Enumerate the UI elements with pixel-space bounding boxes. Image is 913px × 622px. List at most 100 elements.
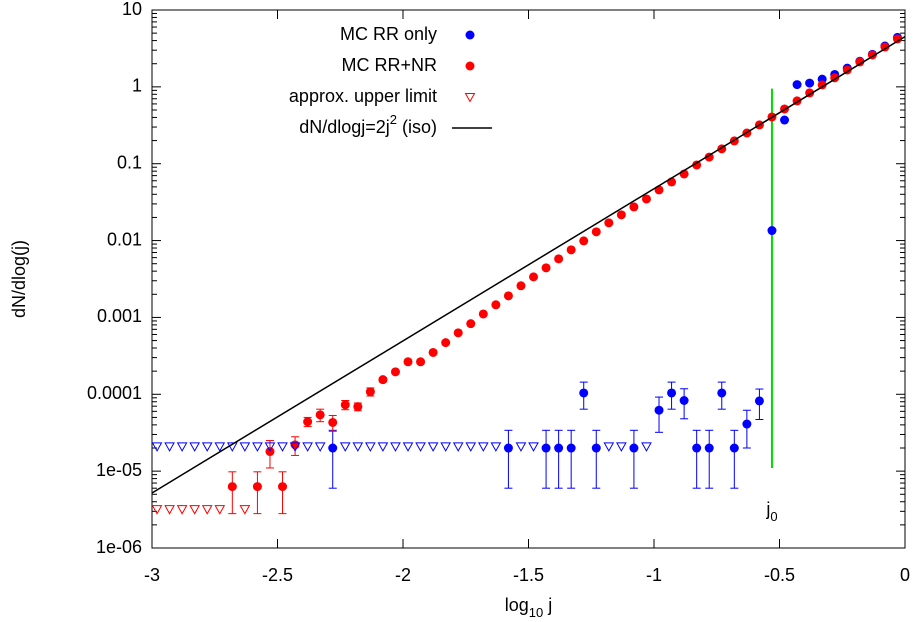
data-point: [503, 291, 513, 301]
j0-label-part: 0: [770, 509, 777, 524]
data-point: [353, 402, 363, 412]
y-tick-label: 1e-05: [96, 460, 142, 480]
data-point: [176, 505, 188, 515]
data-point: [792, 80, 802, 90]
data-point: [466, 319, 476, 329]
data-point: [377, 442, 389, 452]
data-point: [352, 442, 364, 452]
data-point: [754, 396, 764, 406]
data-point: [729, 443, 739, 453]
data-point: [365, 442, 376, 452]
x-axis-label-part: log: [505, 595, 529, 615]
legend-label: MC RR+NR: [341, 55, 437, 75]
legend-marker: [465, 61, 475, 71]
data-point: [780, 115, 790, 125]
data-point: [252, 482, 262, 492]
data-point: [214, 505, 226, 515]
data-point: [591, 443, 601, 453]
data-point: [817, 80, 827, 90]
data-point: [880, 42, 890, 52]
data-point: [328, 443, 338, 453]
plot-frame: [151, 9, 906, 549]
data-point: [452, 442, 464, 452]
x-tick-label: -2.5: [262, 565, 293, 585]
x-tick-label: -2: [395, 565, 411, 585]
data-point: [541, 443, 551, 453]
legend-label-part: dN/dlogj=2j: [299, 117, 390, 137]
data-point: [264, 442, 276, 452]
data-point: [554, 254, 564, 264]
x-axis-label: log10 j: [505, 595, 553, 620]
x-tick-label: -3: [144, 565, 160, 585]
y-tick-label: 0.001: [97, 306, 142, 326]
data-point: [767, 226, 777, 236]
data-point: [164, 505, 175, 515]
data-point: [214, 442, 226, 452]
data-point: [641, 194, 651, 204]
data-point: [491, 300, 501, 310]
data-point: [189, 442, 201, 452]
data-point: [176, 442, 188, 452]
data-point: [453, 328, 463, 338]
data-point: [477, 442, 489, 452]
data-point: [365, 387, 375, 397]
data-point: [415, 442, 426, 452]
data-point: [579, 388, 589, 398]
data-point: [629, 443, 639, 453]
data-point: [340, 400, 350, 410]
y-tick-label: 10: [122, 0, 142, 19]
data-point: [516, 281, 526, 291]
data-point: [554, 443, 564, 453]
data-point: [314, 442, 326, 452]
data-point: [704, 443, 714, 453]
x-tick-label: -1: [646, 565, 662, 585]
data-point: [717, 388, 727, 398]
data-point: [604, 218, 614, 228]
data-point: [603, 442, 615, 452]
data-point: [278, 482, 288, 492]
y-axis-label: dN/dlog(j): [9, 240, 29, 318]
data-point: [328, 417, 338, 427]
data-point: [692, 160, 702, 170]
x-axis-label-part: j: [543, 595, 552, 615]
data-point: [591, 227, 601, 237]
data-point: [378, 375, 388, 385]
reference-line: [151, 36, 906, 494]
y-tick-label: 0.0001: [87, 383, 142, 403]
data-point: [704, 152, 714, 162]
data-point: [427, 442, 439, 452]
data-point: [616, 442, 627, 452]
data-point: [289, 442, 301, 452]
legend-label: dN/dlogj=2j2 (iso): [299, 112, 437, 137]
data-point: [403, 357, 413, 367]
data-point: [465, 442, 477, 452]
data-point: [566, 245, 576, 255]
data-point: [303, 417, 313, 427]
x-axis-label-part: 10: [529, 605, 543, 620]
legend-marker: [464, 93, 476, 103]
data-point: [515, 442, 527, 452]
data-point: [189, 505, 201, 515]
y-tick-label: 1e-06: [96, 537, 142, 557]
data-point: [528, 442, 539, 452]
y-tick-label: 0.01: [107, 229, 142, 249]
data-point: [339, 442, 351, 452]
data-point: [679, 396, 689, 406]
data-point: [151, 505, 163, 515]
data-point: [692, 443, 702, 453]
data-point: [742, 419, 752, 429]
legend-label: approx. upper limit: [289, 86, 437, 106]
data-point: [227, 482, 237, 492]
data-point: [226, 442, 238, 452]
data-point: [641, 442, 652, 452]
data-point: [892, 34, 902, 44]
data-point: [151, 442, 163, 452]
data-point: [529, 272, 539, 282]
data-point: [566, 443, 576, 453]
data-point: [315, 410, 325, 420]
data-point: [164, 442, 175, 452]
data-point: [441, 338, 451, 348]
data-point: [579, 236, 589, 246]
x-tick-label: -0.5: [764, 565, 795, 585]
